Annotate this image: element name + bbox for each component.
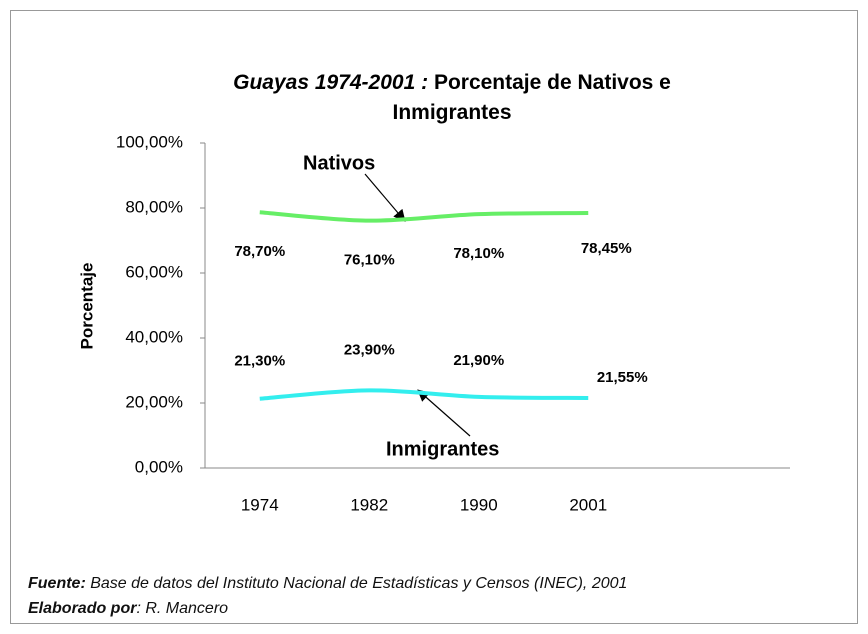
y-tick-label: 20,00% (125, 392, 183, 411)
author-text: : R. Mancero (136, 600, 229, 617)
source: Fuente: Base de datos del Instituto Naci… (28, 575, 627, 593)
arrow (364, 173, 406, 222)
series-line (259, 210, 589, 223)
title-text: Porcentaje de Nativos e Inmigrantes (392, 71, 671, 124)
chart-title: Guayas 1974-2001 : Porcentaje de Nativos… (182, 68, 722, 128)
source-text: Base de datos del Instituto Nacional de … (90, 575, 628, 592)
data-label: 23,90% (344, 341, 395, 358)
y-tick-label: 60,00% (125, 262, 183, 281)
data-label: 76,10% (344, 252, 395, 269)
data-label: 78,10% (453, 245, 504, 262)
data-label: 78,70% (234, 243, 285, 260)
data-label: 78,45% (581, 240, 632, 257)
y-tick-label: 40,00% (125, 327, 183, 346)
author: Elaborado por: R. Mancero (28, 600, 228, 618)
annotation: Inmigrantes (386, 438, 499, 460)
frame (10, 10, 858, 624)
x-tick-label: 2001 (569, 495, 607, 514)
author-label: Elaborado por (28, 600, 137, 617)
y-axis-label: Porcentaje (77, 263, 96, 350)
data-label: 21,90% (453, 352, 504, 369)
source-label: Fuente: (28, 575, 86, 592)
data-label: 21,55% (597, 369, 648, 386)
x-tick-label: 1990 (460, 495, 498, 514)
y-tick-label: 0,00% (135, 457, 183, 476)
data-label: 21,30% (234, 353, 285, 370)
x-tick-label: 1974 (241, 495, 279, 514)
series-line (259, 388, 589, 401)
arrow (417, 389, 471, 437)
y-tick-label: 100,00% (116, 132, 183, 151)
title-italic: Guayas 1974-2001 : (233, 71, 429, 94)
annotation: Nativos (303, 152, 375, 174)
x-tick-label: 1982 (350, 495, 388, 514)
y-tick-label: 80,00% (125, 197, 183, 216)
